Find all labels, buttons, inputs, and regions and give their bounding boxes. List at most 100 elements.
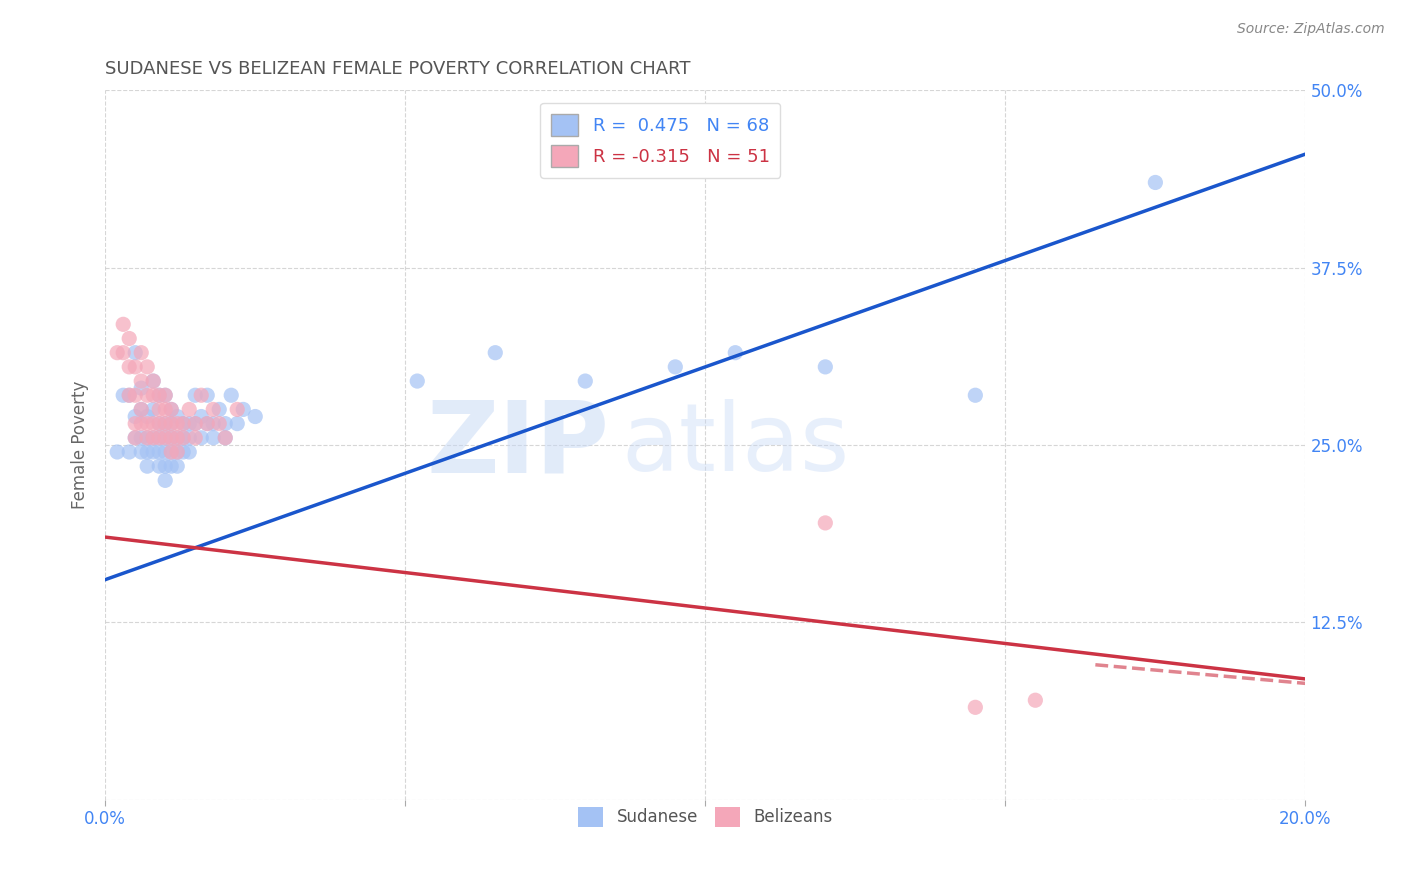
Point [136,431,159,445]
Point [105,445,128,459]
Point [160,402,183,417]
Point [129,345,152,359]
Point [148,431,170,445]
Point [136,359,159,374]
Point [202,417,225,431]
Point [155,459,177,474]
Point [129,374,152,388]
Point [124,388,146,402]
Point [148,459,170,474]
Point [245,409,267,424]
Point [136,431,159,445]
Point [202,431,225,445]
Point [142,417,165,431]
Point [190,388,212,402]
Point [664,359,686,374]
Point [124,431,146,445]
Point [226,402,249,417]
Point [148,402,170,417]
Point [124,409,146,424]
Point [118,331,141,345]
Text: Source: ZipAtlas.com: Source: ZipAtlas.com [1237,22,1385,37]
Point [208,417,231,431]
Point [160,402,183,417]
Point [148,417,170,431]
Point [195,388,218,402]
Point [136,445,159,459]
Point [136,417,159,431]
Point [484,345,506,359]
Point [190,409,212,424]
Point [202,402,225,417]
Point [142,374,165,388]
Point [155,417,177,431]
Point [814,516,837,530]
Point [160,431,183,445]
Point [148,417,170,431]
Point [166,431,188,445]
Point [112,318,135,332]
Point [179,445,201,459]
Point [129,381,152,395]
Point [184,417,207,431]
Point [129,402,152,417]
Point [155,388,177,402]
Point [160,445,183,459]
Point [155,388,177,402]
Point [179,402,201,417]
Point [172,417,194,431]
Point [214,431,236,445]
Point [148,431,170,445]
Point [214,431,236,445]
Point [166,445,188,459]
Point [118,359,141,374]
Point [965,700,987,714]
Point [155,402,177,417]
Point [226,417,249,431]
Point [1024,693,1046,707]
Point [208,402,231,417]
Point [724,345,747,359]
Point [136,409,159,424]
Point [118,388,141,402]
Y-axis label: Female Poverty: Female Poverty [72,381,89,509]
Point [155,431,177,445]
Point [214,417,236,431]
Point [124,359,146,374]
Point [166,417,188,431]
Point [172,431,194,445]
Point [142,388,165,402]
Point [406,374,429,388]
Point [184,431,207,445]
Point [814,359,837,374]
Point [105,345,128,359]
Point [160,459,183,474]
Point [195,417,218,431]
Point [129,402,152,417]
Point [179,431,201,445]
Point [142,431,165,445]
Point [1144,176,1167,190]
Point [148,388,170,402]
Point [166,459,188,474]
Point [129,417,152,431]
Point [112,345,135,359]
Point [166,431,188,445]
Point [195,417,218,431]
Point [160,445,183,459]
Point [142,402,165,417]
Text: ZIP: ZIP [426,396,609,493]
Point [190,431,212,445]
Point [219,388,242,402]
Point [232,402,254,417]
Point [129,445,152,459]
Point [155,474,177,488]
Point [142,374,165,388]
Point [142,431,165,445]
Point [124,345,146,359]
Point [118,388,141,402]
Point [574,374,596,388]
Point [155,431,177,445]
Point [184,388,207,402]
Point [129,431,152,445]
